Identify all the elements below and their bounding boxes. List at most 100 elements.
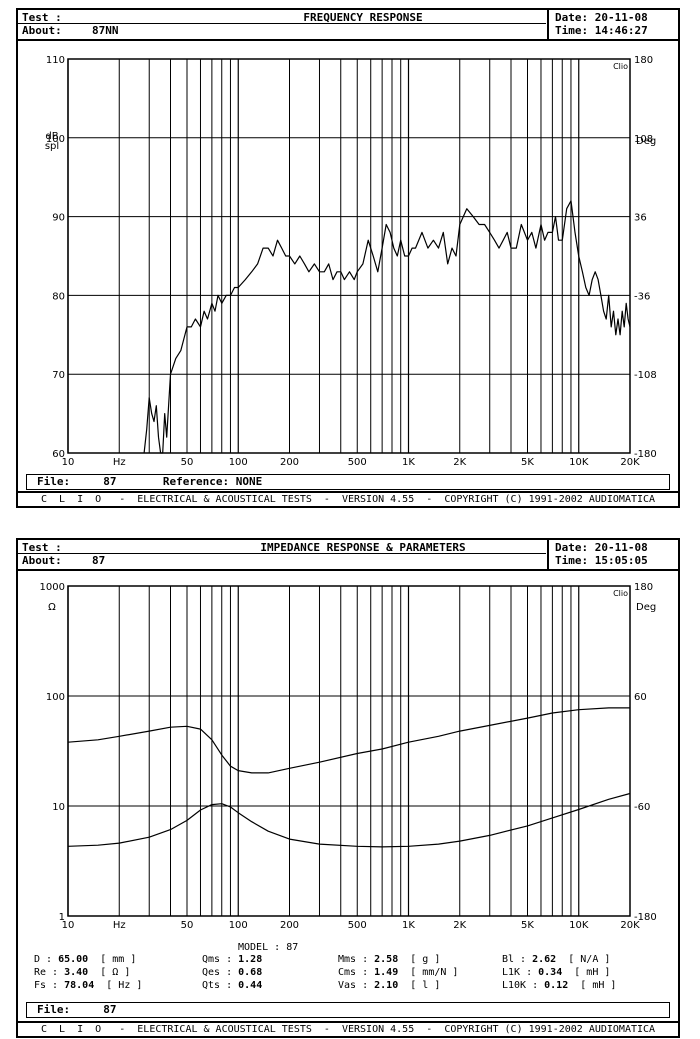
y2-tick-label: -180 <box>634 449 657 460</box>
ts-parameter: Fs : 78.04 [ Hz ] <box>34 979 142 992</box>
plot-frame <box>67 585 631 917</box>
ts-parameter: Vas : 2.10 [ l ] <box>338 979 440 992</box>
y-axis-label: Ω <box>48 602 56 613</box>
param-unit: [ g ] <box>398 954 441 965</box>
param-name: Qts : <box>202 980 233 991</box>
reference-label: Reference: <box>162 475 230 488</box>
x-tick-label: 100 <box>229 457 248 468</box>
y2-tick-label: -36 <box>634 291 650 302</box>
chart-title: FREQUENCY RESPONSE <box>303 11 423 24</box>
param-value: 78.04 <box>58 980 95 991</box>
test-label: Test : <box>22 11 62 24</box>
x-tick-label: Hz <box>113 920 126 931</box>
about-label: About: <box>22 24 62 37</box>
x-tick-label: 2K <box>453 920 466 931</box>
clio-tag: Clio <box>613 62 628 71</box>
ts-parameter: Qes : 0.68 <box>202 966 262 979</box>
ts-parameter: L10K : 0.12 [ mH ] <box>502 979 616 992</box>
x-tick-label: 500 <box>348 920 367 931</box>
y-axis-label: spl <box>45 141 59 152</box>
frequency-response-panel: Test : FREQUENCY RESPONSE About: 87NN Dat… <box>16 8 680 508</box>
y2-axis-label: Deg <box>636 136 656 147</box>
y2-tick-label: 180 <box>634 582 653 593</box>
param-name: Cms : <box>338 967 369 978</box>
param-unit: [ mH ] <box>562 967 611 978</box>
param-name: Qes : <box>202 967 233 978</box>
param-name: Fs : <box>34 980 59 991</box>
file-box: File: 87 Reference: NONE <box>26 474 670 490</box>
param-name: L10K : <box>502 980 539 991</box>
datetime-box: Date: 20-11-08 Time: 14:46:27 <box>547 10 680 39</box>
plot-frame <box>67 58 631 454</box>
x-tick-label: 5K <box>521 920 534 931</box>
frequency-response-chart: 10 Hz 50 100 200 500 1K 2K 5K 10K 20K 60 70 80 90 100 11… <box>45 55 657 468</box>
time-value: 15:05:05 <box>594 554 648 567</box>
param-unit: [ l ] <box>398 980 441 991</box>
model-label: MODEL : <box>238 942 281 953</box>
file-value: 87 <box>103 475 117 488</box>
date-label: Date: <box>555 541 589 554</box>
file-label: File: <box>37 1003 71 1016</box>
param-value: 0.44 <box>232 980 263 991</box>
ts-parameter: Cms : 1.49 [ mm/N ] <box>338 966 458 979</box>
time-value: 14:46:27 <box>594 24 648 37</box>
y-tick-label: 100 <box>46 692 65 703</box>
x-tick-label: 200 <box>280 920 299 931</box>
clio-tag: Clio <box>613 589 628 598</box>
x-tick-label: 100 <box>229 920 248 931</box>
x-tick-label: Hz <box>113 457 126 468</box>
param-value: 0.12 <box>538 980 569 991</box>
time-label: Time: <box>555 554 589 567</box>
y-tick-label: 70 <box>52 370 65 381</box>
date-value: 20-11-08 <box>594 541 648 554</box>
param-unit: [ mm/N ] <box>398 967 459 978</box>
param-unit: [ N/A ] <box>556 954 611 965</box>
param-value: 1.49 <box>368 967 399 978</box>
impedance-chart: 10 Hz 50 100 200 500 1K 2K 5K 10K 20K1101001000-18… <box>40 582 657 931</box>
param-value: 2.58 <box>368 954 399 965</box>
y-tick-label: 110 <box>46 55 65 66</box>
y-tick-label: 90 <box>52 213 65 224</box>
file-label: File: <box>37 475 71 488</box>
datetime-box: Date: 20-11-08 Time: 15:05:05 <box>547 540 680 569</box>
test-label: Test : <box>22 541 62 554</box>
y-tick-label: 10 <box>52 802 65 813</box>
param-name: D : <box>34 954 53 965</box>
series-line <box>67 707 630 774</box>
ts-parameter: Re : 3.40 [ Ω ] <box>34 966 130 979</box>
time-label: Time: <box>555 24 589 37</box>
reference-value: NONE <box>235 475 263 488</box>
x-tick-label: 50 <box>181 920 194 931</box>
x-tick-label: 5K <box>521 457 534 468</box>
model-value: 87 <box>286 942 299 953</box>
model-line: MODEL : 87 <box>238 941 298 954</box>
about-label: About: <box>22 554 62 567</box>
y-tick-label: 60 <box>52 449 65 460</box>
param-name: L1K : <box>502 967 533 978</box>
y2-tick-label: -180 <box>634 912 657 923</box>
y2-tick-label: 36 <box>634 213 647 224</box>
ts-parameter: Bl : 2.62 [ N/A ] <box>502 953 610 966</box>
param-value: 2.10 <box>368 980 399 991</box>
chart-title: IMPEDANCE RESPONSE & PARAMETERS <box>260 541 466 554</box>
param-name: Mms : <box>338 954 369 965</box>
param-value: 0.68 <box>232 967 263 978</box>
about-value: 87NN <box>92 24 119 37</box>
ts-parameter: D : 65.00 [ mm ] <box>34 953 136 966</box>
x-tick-label: 500 <box>348 457 367 468</box>
x-tick-label: 10 <box>62 920 75 931</box>
header: Test : IMPEDANCE RESPONSE & PARAMETERS A… <box>18 540 678 571</box>
x-tick-label: 10K <box>569 920 589 931</box>
series-line <box>67 792 631 848</box>
ts-parameter: L1K : 0.34 [ mH ] <box>502 966 610 979</box>
y2-tick-label: 108 <box>634 134 653 145</box>
x-tick-label: 50 <box>181 457 194 468</box>
y-tick-label: 100 <box>46 134 65 145</box>
x-tick-label: 20K <box>620 920 640 931</box>
y2-tick-label: -60 <box>634 802 650 813</box>
param-unit: [ Ω ] <box>88 967 131 978</box>
footer: C L I O - ELECTRICAL & ACOUSTICAL TESTS … <box>18 1021 678 1036</box>
param-value: 65.00 <box>52 954 89 965</box>
y2-tick-label: 180 <box>634 55 653 66</box>
x-tick-label: 200 <box>280 457 299 468</box>
